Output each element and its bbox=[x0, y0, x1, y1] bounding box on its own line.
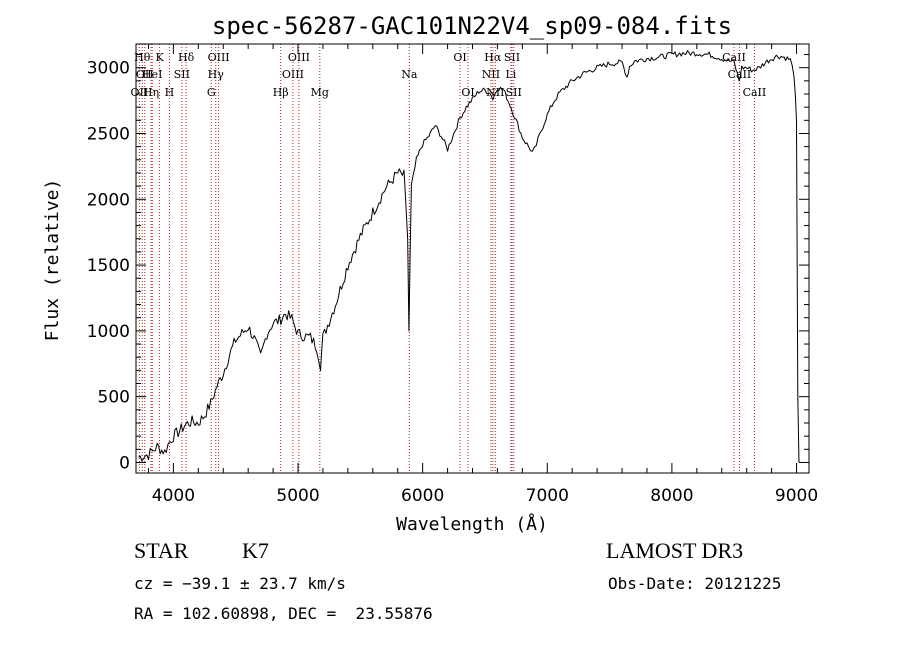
line-marker-label-23: SII bbox=[504, 51, 520, 64]
line-marker-label-17: OI bbox=[453, 51, 466, 64]
line-marker-label-24: SII bbox=[506, 86, 522, 99]
coordinates: RA = 102.60898, DEC = 23.55876 bbox=[134, 604, 433, 623]
plot-frame bbox=[135, 43, 810, 474]
line-marker-label-19: NII bbox=[482, 68, 500, 81]
line-marker-label-5: K bbox=[155, 51, 164, 64]
line-marker-label-20: Hα bbox=[484, 51, 502, 64]
object-class: STAR bbox=[134, 538, 189, 563]
y-tick-label-1500: 1500 bbox=[87, 256, 130, 276]
y-tick-label-500: 500 bbox=[98, 388, 130, 408]
x-tick-label-5000: 5000 bbox=[276, 486, 319, 506]
x-tick-label-9000: 9000 bbox=[775, 486, 818, 506]
redshift-velocity: cz = −39.1 ± 23.7 km/s bbox=[134, 574, 346, 593]
line-marker-label-3: Hη bbox=[143, 86, 159, 99]
y-tick-label-3000: 3000 bbox=[87, 59, 130, 79]
y-tick-label-2500: 2500 bbox=[87, 124, 130, 144]
axis-layer: 4000 5000 6000 7000 8000 9000 0 500 1000 1500 2000… bbox=[87, 44, 818, 506]
line-marker-label-4: HeI bbox=[142, 68, 162, 81]
y-tick-label-1000: 1000 bbox=[87, 322, 130, 342]
chart-title: spec-56287-GAC101N22V4_sp09-084.fits bbox=[212, 12, 732, 40]
line-marker-label-16: Na bbox=[401, 68, 418, 81]
y-tick-label-2000: 2000 bbox=[87, 190, 130, 210]
line-marker-layer: OIIHθOIIHηHeIKHSIIHδGHγOIIIHβOIIIOIIIMgN… bbox=[131, 44, 767, 473]
spectrum-line bbox=[138, 50, 800, 463]
x-tick-label-4000: 4000 bbox=[152, 486, 195, 506]
line-marker-label-2: OII bbox=[136, 68, 154, 81]
line-marker-label-22: Li bbox=[505, 68, 516, 81]
line-marker-label-12: Hβ bbox=[273, 86, 289, 99]
line-marker-label-8: Hδ bbox=[178, 51, 195, 64]
line-marker-label-14: OIII bbox=[288, 51, 310, 64]
line-marker-label-25: CaII bbox=[722, 51, 746, 64]
x-tick-label-7000: 7000 bbox=[526, 486, 569, 506]
x-tick-label-8000: 8000 bbox=[650, 486, 693, 506]
line-marker-label-0: OII bbox=[131, 86, 149, 99]
line-marker-label-13: OIII bbox=[282, 68, 304, 81]
line-marker-label-1: Hθ bbox=[134, 51, 151, 64]
line-marker-label-27: CaII bbox=[743, 86, 767, 99]
line-marker-label-18: OI bbox=[461, 86, 474, 99]
line-marker-label-15: Mg bbox=[311, 86, 329, 99]
survey-name: LAMOST DR3 bbox=[606, 538, 744, 563]
line-marker-label-11: OIII bbox=[208, 51, 230, 64]
y-axis-label: Flux (relative) bbox=[42, 179, 63, 342]
object-subclass: K7 bbox=[242, 538, 269, 563]
line-marker-label-6: H bbox=[165, 86, 175, 99]
line-marker-label-9: G bbox=[207, 86, 216, 99]
spectrum-layer bbox=[138, 50, 800, 463]
y-tick-label-0: 0 bbox=[119, 453, 130, 473]
line-marker-label-26: CaII bbox=[728, 68, 752, 81]
line-marker-label-7: SII bbox=[174, 68, 190, 81]
line-marker-label-10: Hγ bbox=[208, 68, 225, 81]
observation-date: Obs-Date: 20121225 bbox=[608, 574, 782, 593]
x-tick-label-6000: 6000 bbox=[401, 486, 444, 506]
x-axis-label: Wavelength (Å) bbox=[396, 513, 548, 535]
